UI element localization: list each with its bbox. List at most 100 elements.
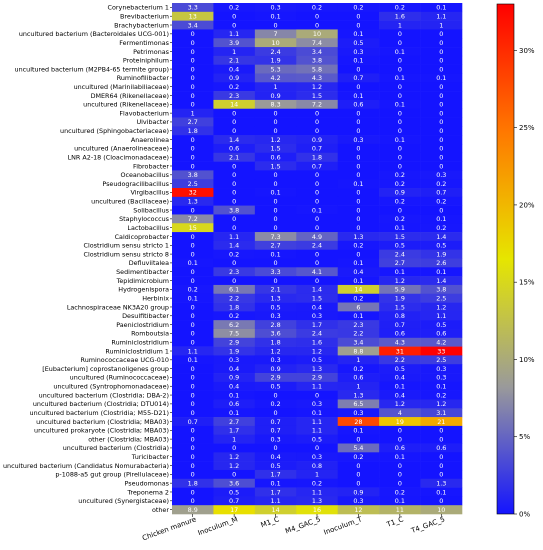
cell-value-label: 0.2 (188, 286, 198, 294)
heatmap-cell (213, 487, 256, 497)
cell-value-label: 3.8 (229, 206, 239, 214)
cell-value-label: 6.5 (353, 400, 363, 408)
cell-value-label: 0.2 (312, 4, 322, 12)
heatmap-cell (213, 55, 256, 65)
row-label: uncultured bacterium (M2PB4-65 termite g… (15, 65, 169, 73)
heatmap-cell (379, 452, 421, 462)
heatmap-cell (296, 179, 339, 189)
heatmap-cell (296, 461, 339, 471)
heatmap-cell (296, 143, 339, 154)
heatmap-cell (379, 443, 421, 453)
cell-value-label: 2.4 (312, 330, 322, 338)
cell-value-label: 0.7 (270, 427, 280, 435)
cell-value-label: 0 (439, 497, 443, 505)
row-label: Flavobacterium (119, 109, 169, 117)
heatmap-cell (254, 258, 297, 268)
cell-value-label: 0 (398, 118, 402, 126)
heatmap-cell (337, 399, 380, 409)
cell-value-label: 0 (191, 338, 195, 346)
cell-value-label: 0.3 (436, 374, 446, 382)
cell-value-label: 1.6 (312, 338, 322, 346)
heatmap-cell (296, 47, 339, 57)
heatmap-cell (420, 478, 463, 488)
cell-value-label: 0 (398, 462, 402, 470)
heatmap-cell (254, 135, 297, 145)
heatmap-cell (254, 249, 297, 259)
row-label: p-1088-a5 gut group (Pirellulaceae) (55, 471, 169, 479)
cell-value-label: 0.8 (395, 312, 405, 320)
cell-value-label: 1.6 (395, 13, 405, 21)
row-label: Fibrobacter (133, 162, 169, 170)
cell-value-label: 0 (274, 277, 278, 285)
heatmap-cell (213, 311, 256, 321)
heatmap-cell (296, 29, 339, 39)
row-label: uncultured bacterium (Candidatus Nomurab… (3, 462, 169, 470)
cell-value-label: 3.8 (312, 57, 322, 65)
cell-value-label: 0.9 (395, 189, 405, 197)
cell-value-label: 0.1 (395, 74, 405, 82)
cell-value-label: 1.4 (436, 233, 446, 241)
heatmap-cell (420, 452, 463, 462)
cell-value-label: 0 (315, 198, 319, 206)
cell-value-label: 3.8 (436, 286, 446, 294)
heatmap-cell (379, 161, 421, 171)
cell-value-label: 0.1 (395, 453, 405, 461)
cell-value-label: 0 (191, 233, 195, 241)
cell-value-label: 0.3 (270, 435, 280, 443)
heatmap-cell (296, 223, 339, 233)
cell-value-label: 0.1 (353, 180, 363, 188)
cell-value-label: 0.3 (312, 312, 322, 320)
cell-value-label: 0.1 (188, 356, 198, 364)
cell-value-label: 3.4 (312, 48, 322, 56)
heatmap-cell (420, 276, 463, 286)
row-label: uncultured bacterium (Bacteroidales UCG-… (19, 30, 169, 38)
cell-value-label: 0 (274, 259, 278, 267)
cell-value-label: 0 (356, 250, 360, 258)
heatmap-cell (420, 29, 463, 39)
cell-value-label: 0 (315, 215, 319, 223)
cell-value-label: 0.5 (395, 365, 405, 373)
cell-value-label: 0 (191, 471, 195, 479)
heatmap-cell (337, 320, 380, 330)
heatmap-cell (379, 249, 421, 259)
heatmap-cell (337, 205, 380, 215)
heatmap-cell (172, 390, 214, 400)
cell-value-label: 0 (356, 118, 360, 126)
cell-value-label: 0.9 (353, 488, 363, 496)
heatmap-cell (172, 417, 214, 427)
cell-value-label: 0 (274, 127, 278, 135)
cell-value-label: 0 (398, 83, 402, 91)
row-label: DMER64 (Rikenellaceae) (91, 92, 169, 100)
heatmap-cell (172, 126, 214, 136)
cell-value-label: 0 (191, 242, 195, 250)
heatmap-cell (379, 117, 421, 127)
colorbar: 0% 5% 10% 15% 20% 25% 30% (496, 3, 535, 519)
heatmap-cell (420, 143, 463, 154)
heatmap-cell (296, 487, 339, 497)
heatmap-cell (296, 108, 339, 118)
heatmap-cell (296, 390, 339, 400)
heatmap-cell (296, 399, 339, 409)
heatmap-cell (172, 99, 214, 110)
cell-value-label: 2.3 (229, 92, 239, 100)
cell-value-label: 2.7 (229, 418, 239, 426)
cell-value-label: 0 (398, 65, 402, 73)
heatmap-cell (296, 117, 339, 127)
cell-value-label: 5.9 (395, 286, 405, 294)
cell-value-label: 0.5 (436, 242, 446, 250)
cell-value-label: 0.7 (229, 497, 239, 505)
heatmap-cell (254, 364, 297, 374)
heatmap-cell (420, 117, 463, 127)
heatmap-cell (337, 3, 380, 13)
heatmap-cell (337, 91, 380, 101)
cell-value-label: 1.3 (312, 365, 322, 373)
heatmap-cell (254, 434, 297, 444)
cell-value-label: 1.3 (188, 198, 198, 206)
cell-value-label: 13 (189, 13, 197, 21)
heatmap-cell (379, 399, 421, 409)
cell-value-label: 0 (356, 198, 360, 206)
heatmap-cell (213, 152, 256, 162)
cell-value-label: 0 (232, 444, 236, 452)
heatmap-cell (379, 47, 421, 57)
cell-value-label: 5.4 (353, 444, 363, 452)
